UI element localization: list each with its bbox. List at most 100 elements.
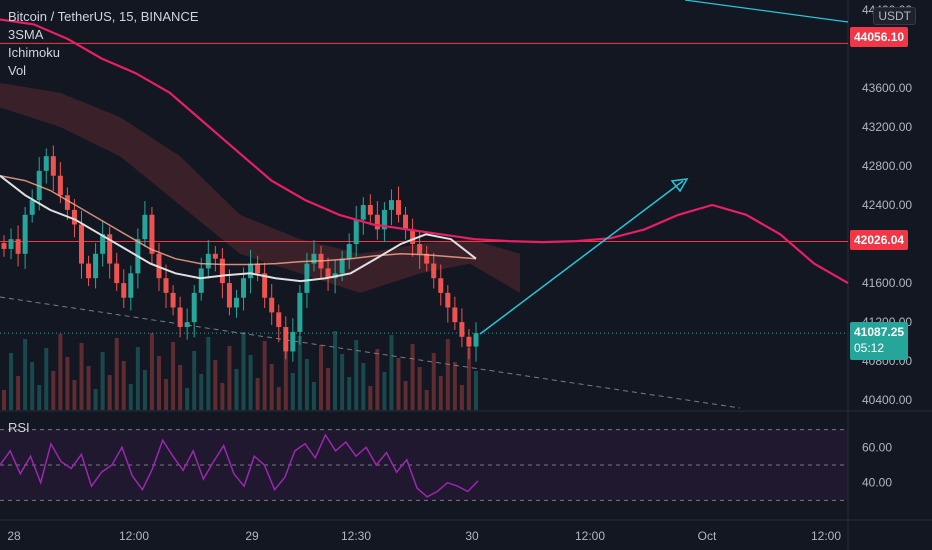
volume-bar (361, 363, 366, 410)
candle-body (128, 273, 134, 298)
candle-body (248, 263, 254, 279)
projection-arrow-head (670, 178, 689, 193)
candle-body (142, 214, 148, 240)
volume-bar (283, 350, 288, 410)
volume-bar (65, 357, 70, 410)
indicator-3sma[interactable]: 3SMA (8, 27, 44, 42)
candle-body (255, 263, 261, 274)
ichimoku-span-line (0, 18, 849, 285)
volume-bar (290, 373, 295, 410)
volume-bar (86, 366, 91, 410)
volume-bar (438, 376, 443, 410)
time-tick-label: 12:00 (811, 529, 841, 543)
volume-bar (206, 337, 211, 410)
volume-bar (424, 390, 429, 410)
volume-bar (459, 385, 464, 410)
candle-body (290, 331, 296, 352)
volume-bar (304, 359, 309, 410)
candle-body (107, 234, 113, 264)
volume-bar (319, 345, 324, 410)
candle-body (121, 283, 127, 298)
price-tick-label: 42800.00 (862, 159, 912, 173)
candle-body (473, 333, 479, 347)
volume-bar (417, 367, 422, 410)
ichimoku-cloud (0, 82, 520, 293)
volume-bar (16, 376, 21, 410)
candle-body (283, 327, 289, 352)
symbol-title[interactable]: Bitcoin / TetherUS, 15, BINANCE (8, 9, 199, 24)
candle-body (205, 253, 211, 269)
chart-legend: Bitcoin / TetherUS, 15, BINANCE 3SMA Ich… (8, 8, 199, 80)
candle-body (219, 258, 225, 284)
volume-bar (375, 349, 380, 410)
volume-bar (79, 343, 84, 410)
volume-bar (128, 384, 133, 410)
indicator-ichimoku[interactable]: Ichimoku (8, 45, 61, 60)
candle-body (269, 297, 275, 313)
top-trendline (684, 0, 849, 23)
time-tick-label: 30 (465, 529, 479, 543)
time-tick-label: 28 (7, 529, 21, 543)
candle-body (212, 253, 218, 259)
volume-bar (368, 386, 373, 410)
candle-body (15, 239, 21, 254)
volume-bar (185, 388, 190, 410)
volume-bar (171, 342, 176, 410)
last-price-value: 41087.25 (854, 325, 905, 339)
candle-body (360, 205, 366, 220)
candle-body (50, 156, 56, 176)
volume-bar (241, 332, 246, 410)
volume-bar (93, 389, 98, 410)
indicator-vol[interactable]: Vol (8, 63, 27, 78)
volume-bar (72, 380, 77, 410)
projection-arrow-line (479, 180, 684, 335)
candle-body (438, 278, 444, 293)
price-tick-label: 41600.00 (862, 276, 912, 290)
volume-bar (262, 341, 267, 410)
volume-bar (23, 339, 28, 410)
candle-body (403, 214, 409, 230)
candle-body (374, 214, 380, 230)
candle-body (466, 336, 472, 347)
candle-body (304, 263, 310, 293)
volume-bar (431, 353, 436, 410)
candle-body (424, 253, 430, 264)
candle-body (8, 239, 14, 249)
candle-body (381, 209, 387, 230)
time-tick-label: 12:00 (119, 529, 149, 543)
volume-bar (248, 355, 253, 410)
candle-body (100, 234, 106, 254)
candle-body (22, 214, 28, 254)
candle-body (64, 195, 70, 210)
price-tick-label: 43600.00 (862, 81, 912, 95)
candle-body (93, 253, 99, 279)
price-tick-label: 43200.00 (862, 120, 912, 134)
volume-bar (142, 370, 147, 410)
volume-bar (276, 387, 281, 410)
candle-body (233, 297, 239, 308)
candle-body (226, 283, 232, 308)
candle-body (311, 253, 317, 264)
candle-body (71, 209, 77, 225)
volume-bar (403, 381, 408, 410)
volume-bar (199, 374, 204, 410)
dashed-trendline (0, 296, 741, 409)
volume-bar (9, 353, 14, 410)
time-tick-label: Oct (698, 529, 717, 543)
candle-body (276, 312, 282, 328)
candle-body (325, 268, 331, 279)
candle-body (1, 243, 7, 249)
volume-bar (452, 362, 457, 410)
volume-bar (234, 369, 239, 410)
volume-bar (30, 362, 35, 410)
candle-body (29, 200, 35, 215)
candle-body (353, 219, 359, 245)
price-unit-badge[interactable]: USDT (873, 7, 916, 25)
candle-body (417, 244, 423, 254)
rsi-label[interactable]: RSI (8, 420, 30, 435)
candle-body (367, 205, 373, 215)
candle-body (163, 278, 169, 293)
candle-body (149, 214, 155, 254)
volume-bar (326, 368, 331, 410)
